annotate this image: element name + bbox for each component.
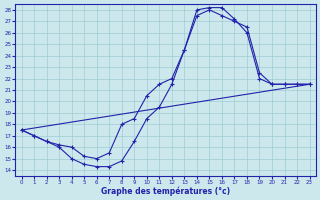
X-axis label: Graphe des températures (°c): Graphe des températures (°c) bbox=[101, 186, 230, 196]
